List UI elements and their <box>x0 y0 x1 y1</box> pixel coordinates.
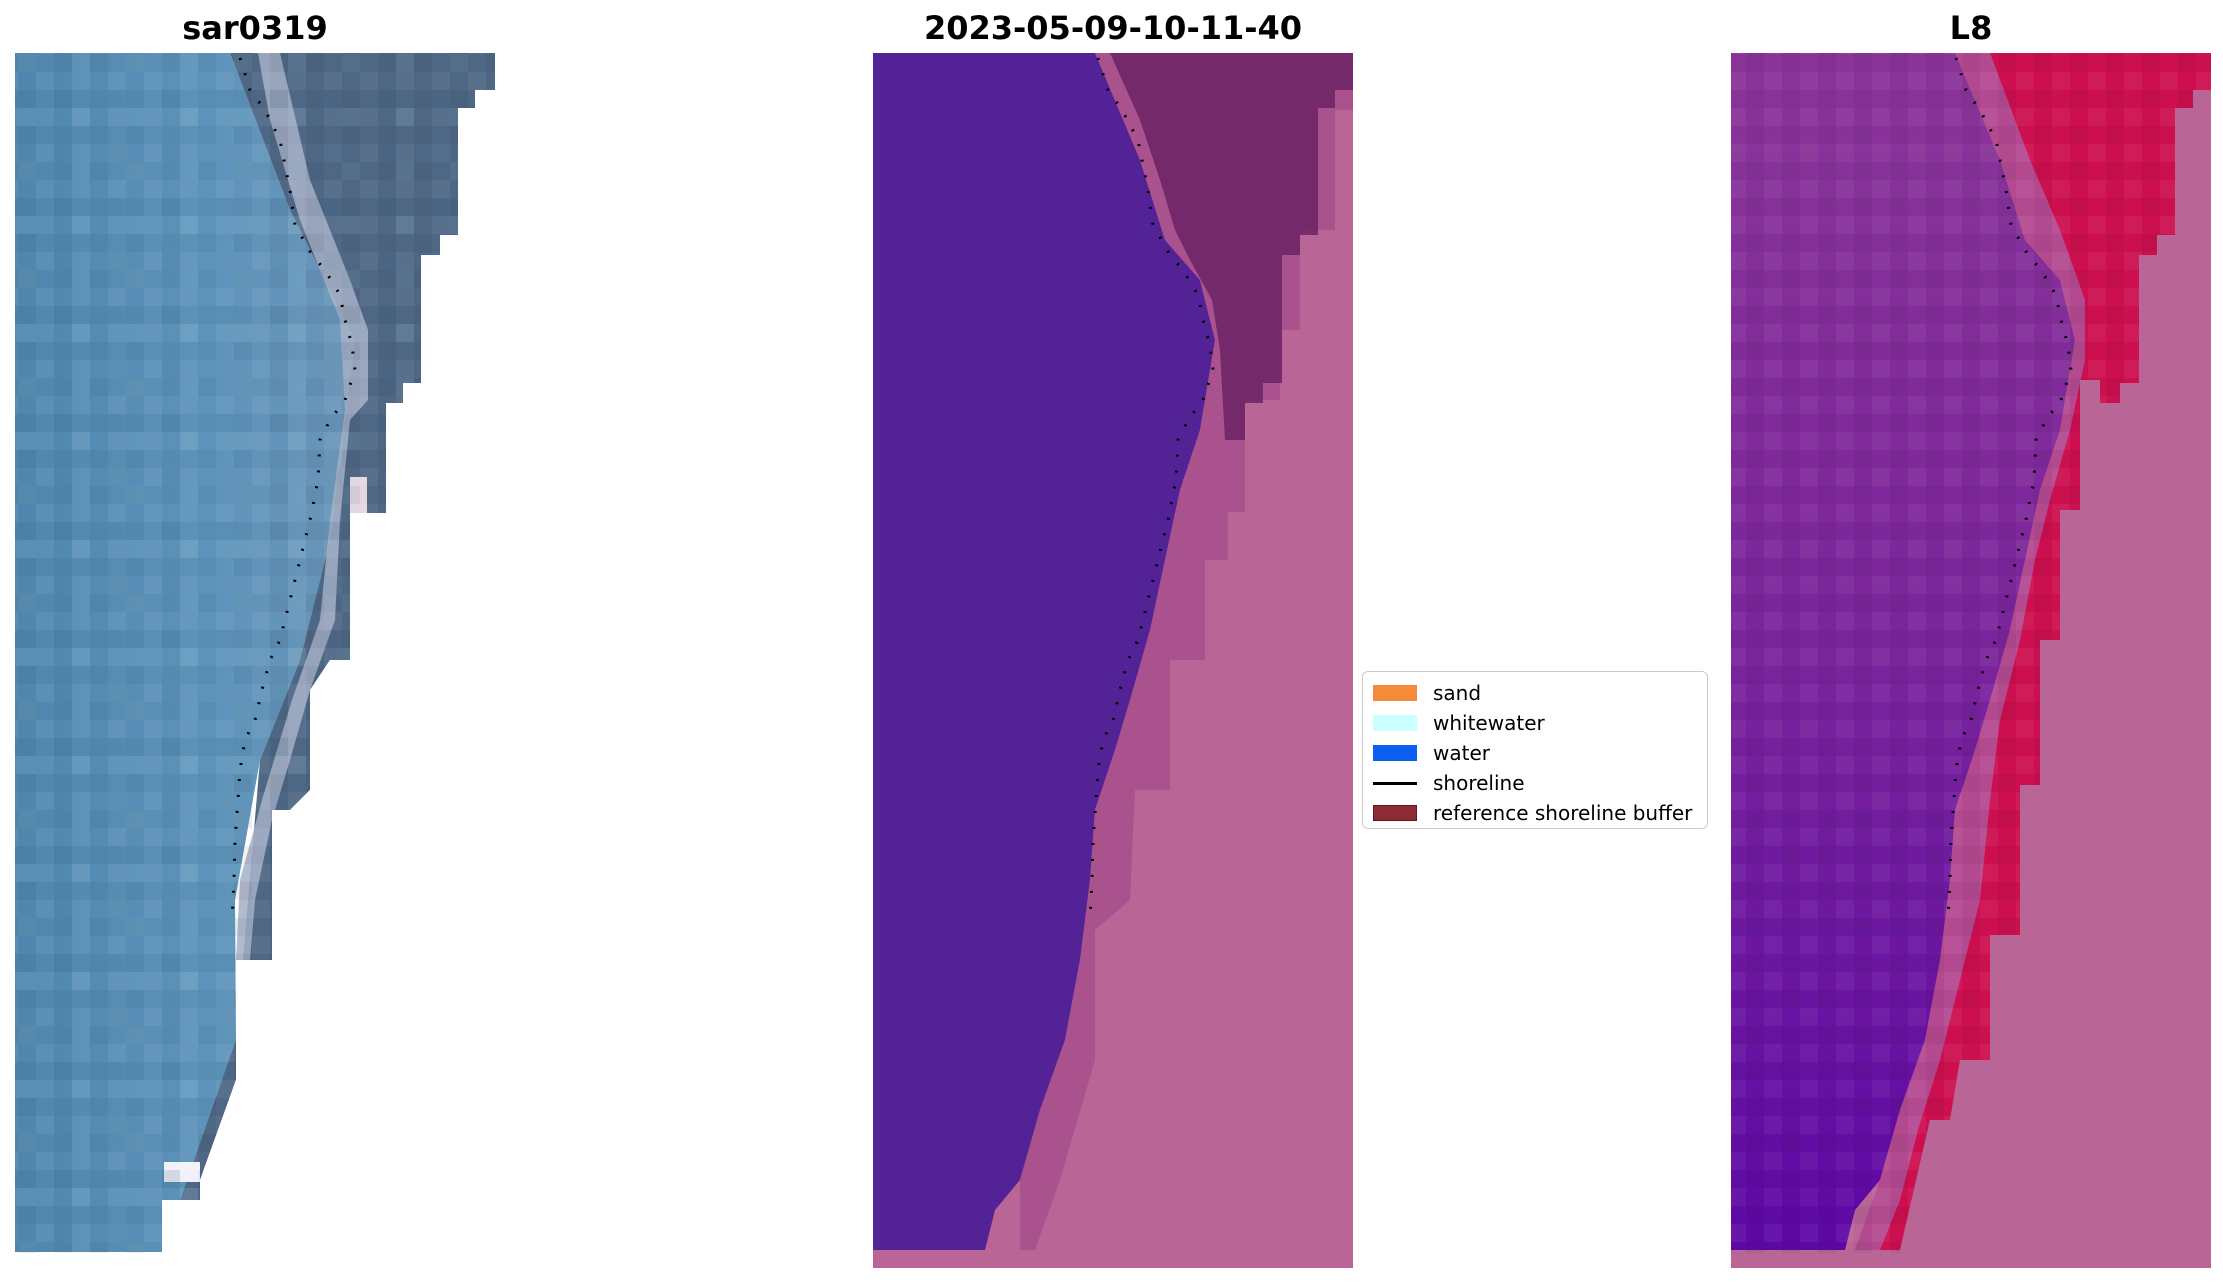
l8-land-sand <box>1900 90 2211 1268</box>
sar-nodata-area <box>162 90 495 1253</box>
sand-class-bottom <box>873 1250 1353 1268</box>
water-class-area <box>873 53 1215 1250</box>
shoreline-line-icon <box>1373 781 1417 785</box>
legend-item-water: water <box>1373 738 1697 768</box>
legend-item-buffer: reference shoreline buffer <box>1373 798 1697 828</box>
legend-item-shoreline: shoreline <box>1373 768 1697 798</box>
buffer-swatch-icon <box>1373 805 1417 821</box>
legend-label: water <box>1433 741 1490 765</box>
classification-shoreline <box>1088 57 1215 921</box>
l8-shoreline <box>1946 57 2073 921</box>
water-swatch-icon <box>1373 745 1417 761</box>
panel-title-l8: L8 <box>1949 9 1993 47</box>
legend-label: whitewater <box>1433 711 1545 735</box>
panel-title-sar: sar0319 <box>182 9 328 47</box>
buffer-over-water <box>1110 53 1353 440</box>
sand-swatch-icon <box>1373 685 1417 701</box>
sar-shoreline <box>230 57 357 921</box>
panel-title-classification: 2023-05-09-10-11-40 <box>923 9 1303 47</box>
legend-item-whitewater: whitewater <box>1373 708 1697 738</box>
legend-label: sand <box>1433 681 1482 705</box>
legend-item-sand: sand <box>1373 678 1697 708</box>
legend: sand whitewater water shoreline referenc… <box>1362 671 1708 829</box>
legend-label: reference shoreline buffer <box>1433 801 1693 825</box>
whitewater-swatch-icon <box>1373 715 1417 731</box>
legend-label: shoreline <box>1433 771 1525 795</box>
